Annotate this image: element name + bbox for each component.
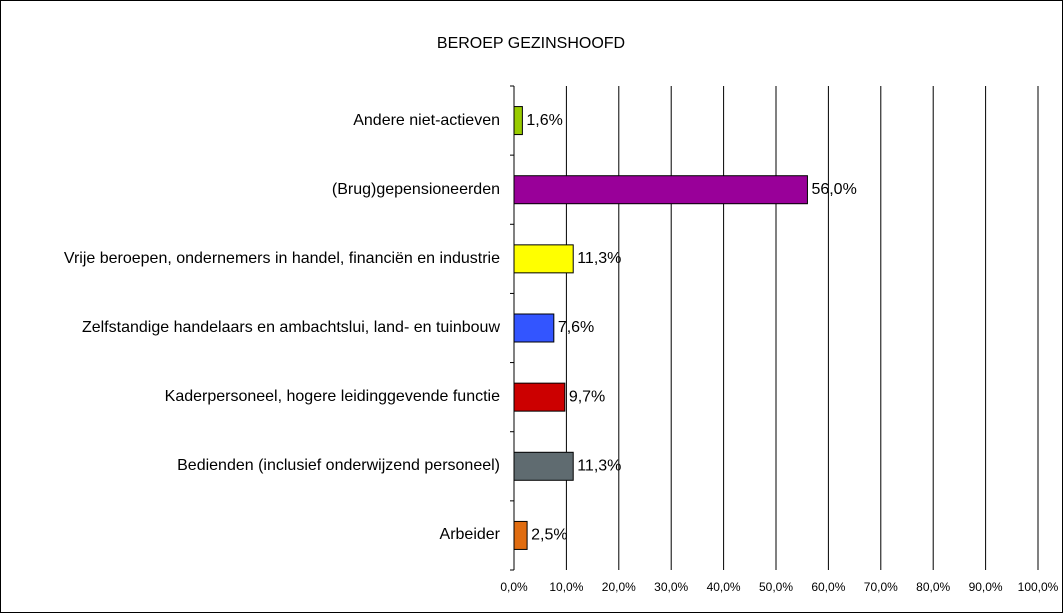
y-tick-label: (Brug)gepensioneerden — [331, 180, 500, 198]
bar — [513, 451, 574, 481]
y-tick-label: Bedienden (inclusief onderwijzend person… — [177, 457, 500, 475]
x-tick-label: 70,0% — [864, 580, 898, 594]
bar — [513, 106, 523, 136]
bar — [513, 382, 566, 412]
x-tick-label: 40,0% — [707, 580, 741, 594]
y-tick-label: Kaderpersoneel, hogere leidinggevende fu… — [164, 388, 500, 406]
x-tick-label: 90,0% — [969, 580, 1003, 594]
value-label: 56,0% — [811, 181, 856, 198]
value-label: 11,3% — [577, 250, 621, 267]
x-tick-label: 30,0% — [654, 580, 688, 594]
bar — [513, 520, 528, 550]
value-label: 1,6% — [526, 112, 562, 129]
x-tick-label: 60,0% — [811, 580, 845, 594]
bar — [513, 313, 555, 343]
value-label: 9,7% — [569, 388, 605, 405]
y-tick-label: Vrije beroepen, ondernemers in handel, f… — [63, 249, 500, 267]
x-tick-label: 100,0% — [1018, 580, 1059, 594]
x-tick-label: 20,0% — [602, 580, 636, 594]
value-label: 7,6% — [558, 319, 594, 336]
y-tick-label: Zelfstandige handelaars en ambachtslui, … — [81, 318, 500, 336]
bar — [513, 244, 574, 274]
y-tick-label: Andere niet-actieven — [353, 111, 500, 129]
x-tick-label: 50,0% — [759, 580, 793, 594]
y-tick-label: Arbeider — [439, 526, 500, 544]
x-tick-label: 10,0% — [549, 580, 583, 594]
x-tick-label: 0,0% — [500, 580, 528, 594]
bar — [513, 175, 808, 205]
value-label: 11,3% — [577, 458, 621, 475]
x-tick-label: 80,0% — [916, 580, 950, 594]
value-label: 2,5% — [531, 527, 567, 544]
chart-title: BEROEP GEZINSHOOFD — [437, 35, 625, 52]
